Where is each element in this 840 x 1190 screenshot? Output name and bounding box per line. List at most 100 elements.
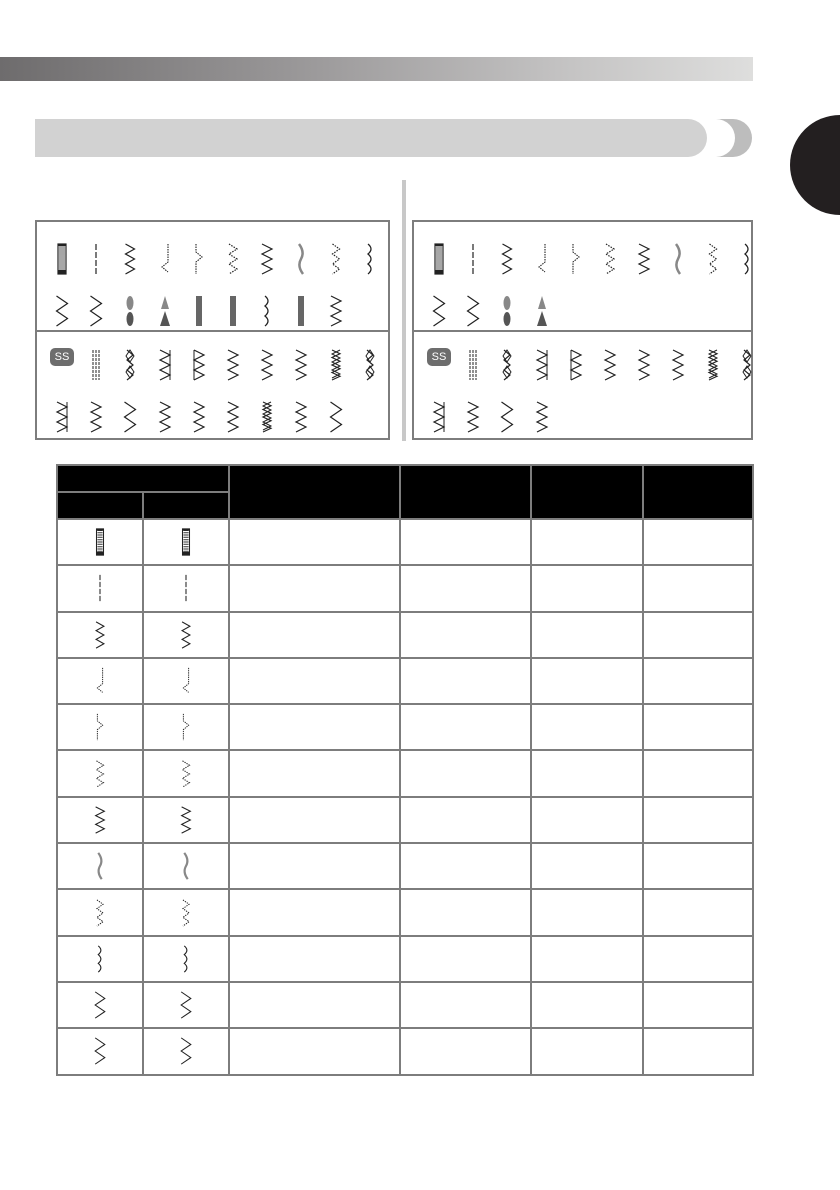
stitch-cross-zigzag-icon[interactable] [259, 400, 275, 434]
blind-hem-left-icon [182, 667, 189, 693]
triple-straight-icon [92, 350, 100, 380]
stitch-straight-icon[interactable] [88, 242, 104, 276]
value-cell [642, 1027, 754, 1076]
stitch-satin-column-icon[interactable] [225, 294, 241, 328]
stitch-wavy-icon[interactable] [362, 242, 378, 276]
cross-stitch-icon [330, 349, 342, 381]
stitch-elastic-zigzag-icon[interactable] [636, 242, 652, 276]
stitch-bartack-arrow-icon[interactable] [157, 294, 173, 328]
stitch-bartack-arrow-icon[interactable] [534, 294, 550, 328]
stitch-cell [141, 842, 230, 891]
stitch-zigzag-knot-icon[interactable] [534, 400, 550, 434]
stitch-fringe-icon[interactable] [259, 348, 275, 382]
stitch-straight-icon[interactable] [465, 242, 481, 276]
stitch-lattice-icon[interactable] [739, 348, 755, 382]
stitch-diamond-icon[interactable] [499, 348, 515, 382]
stitch-cross-stitch-icon[interactable] [328, 348, 344, 382]
stitch-bartack-oval-icon[interactable] [122, 294, 138, 328]
stitch-triple-zigzag-icon[interactable] [705, 242, 721, 276]
stitch-wide-zigzag-right-icon[interactable] [88, 294, 104, 328]
stitch-cell [141, 795, 230, 845]
stitch-z-satin-icon[interactable] [191, 400, 207, 434]
stitch-triangle-left-icon[interactable] [157, 348, 173, 382]
stitch-fringe-icon[interactable] [636, 348, 652, 382]
stitch-cross-stitch-icon[interactable] [705, 348, 721, 382]
stitch-serpentine-icon[interactable] [259, 294, 275, 328]
stitch-chevron-icon[interactable] [602, 348, 618, 382]
stitch-herringbone-icon[interactable] [465, 400, 481, 434]
value-cell [529, 610, 645, 659]
stitch-feather-icon[interactable] [328, 294, 344, 328]
header-gradient-bar [0, 57, 753, 81]
zigzag-knot-icon [535, 401, 548, 433]
stitch-cell [56, 656, 144, 706]
header-model-a [56, 491, 144, 520]
stitch-zigzag-step-icon[interactable] [499, 400, 515, 434]
stitch-blind-hem-left-icon[interactable] [534, 242, 550, 276]
stitch-buttonhole-icon[interactable] [54, 242, 70, 276]
stitch-shell-icon[interactable] [670, 242, 686, 276]
stitch-blind-hem-right-icon[interactable] [568, 242, 584, 276]
stitch-blind-hem-right-icon[interactable] [191, 242, 207, 276]
stitch-dotted-zigzag-icon[interactable] [602, 242, 618, 276]
stitch-triangle-right-icon[interactable] [191, 348, 207, 382]
stitch-hook-icon[interactable] [670, 348, 686, 382]
stitch-triple-straight-icon[interactable] [465, 348, 481, 382]
value-cell [227, 888, 402, 937]
triple-zigzag-icon [95, 898, 104, 927]
value-cell [399, 842, 532, 891]
stitch-cell [56, 934, 144, 983]
stitch-table [56, 464, 754, 1076]
stitch-triple-zigzag-icon[interactable] [328, 242, 344, 276]
triple-zigzag-icon [331, 243, 341, 275]
straight-icon [99, 575, 101, 602]
stitch-cell [56, 888, 144, 937]
straight-icon [185, 575, 187, 602]
shell-icon [675, 243, 682, 275]
stitch-dotted-zigzag-icon[interactable] [225, 242, 241, 276]
straight-icon [472, 244, 474, 274]
stitch-zigzag-knot-icon[interactable] [157, 400, 173, 434]
shell-icon [97, 852, 103, 880]
stitch-cell [56, 795, 144, 845]
stitch-wide-zigzag-left-icon[interactable] [54, 294, 70, 328]
stitch-blind-hem-left-icon[interactable] [157, 242, 173, 276]
stitch-ladder-icon[interactable] [431, 400, 447, 434]
stitch-shell-icon[interactable] [293, 242, 309, 276]
value-cell [227, 980, 402, 1030]
table-row [56, 1027, 754, 1076]
stitch-satin-curve-icon[interactable] [191, 294, 207, 328]
stitch-wide-zigzag-right-icon[interactable] [465, 294, 481, 328]
stitch-hook-icon[interactable] [293, 348, 309, 382]
stitch-arrow-zigzag-icon[interactable] [225, 400, 241, 434]
stitch-zigzag-step-icon[interactable] [122, 400, 138, 434]
table-row [56, 795, 754, 845]
value-cell [399, 888, 532, 937]
stitch-buttonhole-icon[interactable] [431, 242, 447, 276]
stitch-wavy-icon[interactable] [739, 242, 755, 276]
triple-zigzag-icon [181, 898, 190, 927]
value-cell [529, 888, 645, 937]
blind-hem-left-icon [96, 667, 103, 693]
stitch-elastic-zigzag-icon[interactable] [259, 242, 275, 276]
stitch-double-hook-icon[interactable] [293, 400, 309, 434]
stitch-wide-zigzag-left-icon[interactable] [431, 294, 447, 328]
stitch-herringbone-icon[interactable] [88, 400, 104, 434]
stitch-step-satin-icon[interactable] [293, 294, 309, 328]
stitch-zigzag-icon[interactable] [499, 242, 515, 276]
satin-column-icon [230, 296, 236, 326]
ladder-icon [432, 401, 446, 433]
stitch-n-zigzag-icon[interactable] [328, 400, 344, 434]
stitch-chevron-icon[interactable] [225, 348, 241, 382]
stitch-diamond-icon[interactable] [122, 348, 138, 382]
stitch-triangle-left-icon[interactable] [534, 348, 550, 382]
stitch-lattice-icon[interactable] [362, 348, 378, 382]
stitch-zigzag-icon[interactable] [122, 242, 138, 276]
stitch-triple-straight-icon[interactable] [88, 348, 104, 382]
stitch-triangle-right-icon[interactable] [568, 348, 584, 382]
diamond-icon [125, 349, 135, 381]
stitch-bartack-oval-icon[interactable] [499, 294, 515, 328]
stitch-ladder-icon[interactable] [54, 400, 70, 434]
stitch-panel-right: SS [412, 220, 753, 440]
fringe-icon [260, 349, 274, 381]
